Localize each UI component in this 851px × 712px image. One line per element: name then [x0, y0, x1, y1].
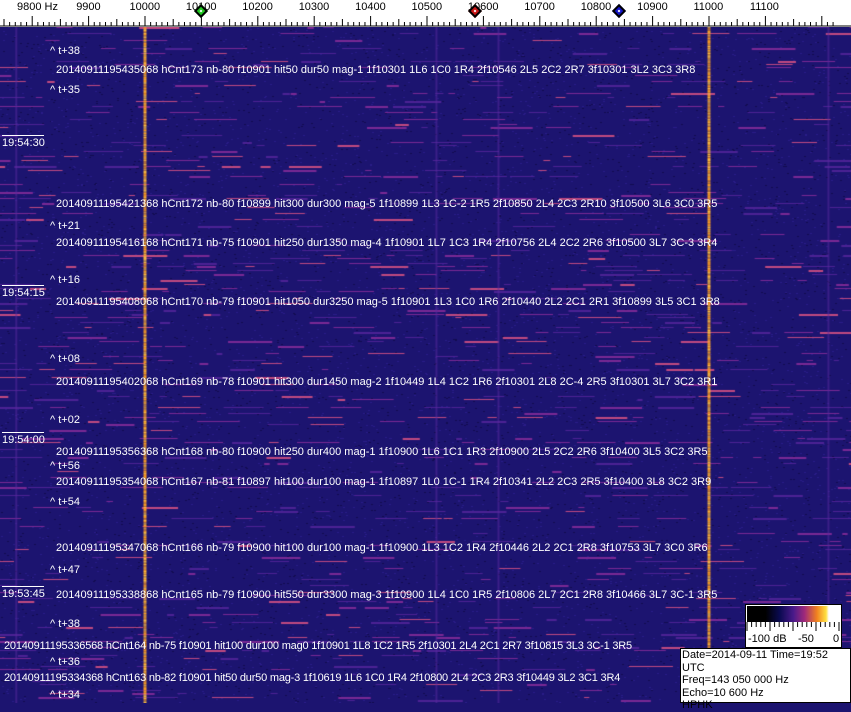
- colorbar-label-min: -100 dB: [748, 633, 787, 645]
- offset-label: ^ t+47: [50, 564, 80, 576]
- frequency-axis: 9800 Hz 99001000010100102001030010400105…: [0, 0, 851, 27]
- detection-line: 20140911195354068 hCnt167 nb-81 f10897 h…: [56, 476, 712, 488]
- detection-line: 20140911195347068 hCnt166 nb-79 f10900 h…: [56, 542, 708, 554]
- axis-label: 9900: [76, 1, 101, 13]
- axis-label: 10800: [580, 1, 612, 13]
- info-frequency: Freq=143 050 000 Hz: [682, 674, 789, 686]
- offset-label: ^ t+34: [50, 689, 80, 701]
- offset-label: ^ t+56: [50, 460, 80, 472]
- time-label: 19:54:00: [2, 432, 45, 446]
- offset-label: ^ t+08: [50, 353, 80, 365]
- info-date-time: Date=2014-09-11 Time=19:52 UTC: [682, 649, 828, 674]
- colorbar-label-max: 0: [833, 633, 840, 645]
- offset-label: ^ t+02: [50, 414, 80, 426]
- detection-line: 20140911195338868 hCnt165 nb-79 f10900 h…: [56, 589, 718, 601]
- detection-line: 20140911195435068 hCnt173 nb-80 f10901 h…: [56, 64, 696, 76]
- offset-label: ^ t+38: [50, 45, 80, 57]
- axis-ticks: [0, 16, 851, 27]
- offset-label: ^ t+54: [50, 496, 80, 508]
- offset-label: ^ t+21: [50, 220, 80, 232]
- axis-label: 10700: [524, 1, 555, 13]
- info-echo: Echo=10 600 Hz: [682, 686, 764, 699]
- info-box: Date=2014-09-11 Time=19:52 UTC Freq=143 …: [680, 648, 851, 711]
- detection-line: 20140911195416168 hCnt171 nb-75 f10901 h…: [56, 237, 718, 249]
- colorbar-label-mid: -50: [798, 633, 814, 645]
- axis-label: 10400: [355, 1, 386, 13]
- axis-label: 11100: [749, 1, 779, 13]
- info-station: HPHK: [682, 699, 713, 711]
- colorbar-gradient: [747, 606, 840, 622]
- offset-label: ^ t+38: [50, 618, 80, 630]
- axis-label-unit: 9800 Hz: [17, 1, 58, 13]
- detection-line: 20140911195408068 hCnt170 nb-79 f10901 h…: [56, 296, 720, 308]
- detection-line: 20140911195336568 hCnt164 nb-75 f10901 h…: [4, 640, 632, 652]
- offset-label: ^ t+16: [50, 274, 80, 286]
- time-label: 19:54:30: [2, 135, 45, 149]
- detection-line: 20140911195334368 hCnt163 nb-82 f10901 h…: [4, 672, 621, 684]
- detection-line: 20140911195421368 hCnt172 nb-80 f10899 h…: [56, 198, 718, 210]
- offset-label: ^ t+35: [50, 84, 80, 96]
- axis-label: 10500: [411, 1, 443, 13]
- offset-label: ^ t+36: [50, 656, 80, 668]
- axis-label: 10300: [298, 1, 330, 13]
- time-label: 19:53:45: [2, 586, 45, 600]
- time-label: 19:54:15: [2, 285, 45, 299]
- detection-line: 20140911195402068 hCnt169 nb-78 f10901 h…: [56, 376, 718, 388]
- colorbar-legend: -100 dB -50 0: [745, 604, 842, 648]
- axis-label: 10000: [129, 1, 161, 13]
- axis-label: 10200: [242, 1, 273, 13]
- axis-label: 11000: [693, 1, 724, 13]
- axis-label: 10900: [637, 1, 668, 13]
- colorbar-ticks: [746, 622, 840, 631]
- waterfall-spectrogram[interactable]: [0, 27, 851, 703]
- detection-line: 20140911195356368 hCnt168 nb-80 f10900 h…: [56, 446, 708, 458]
